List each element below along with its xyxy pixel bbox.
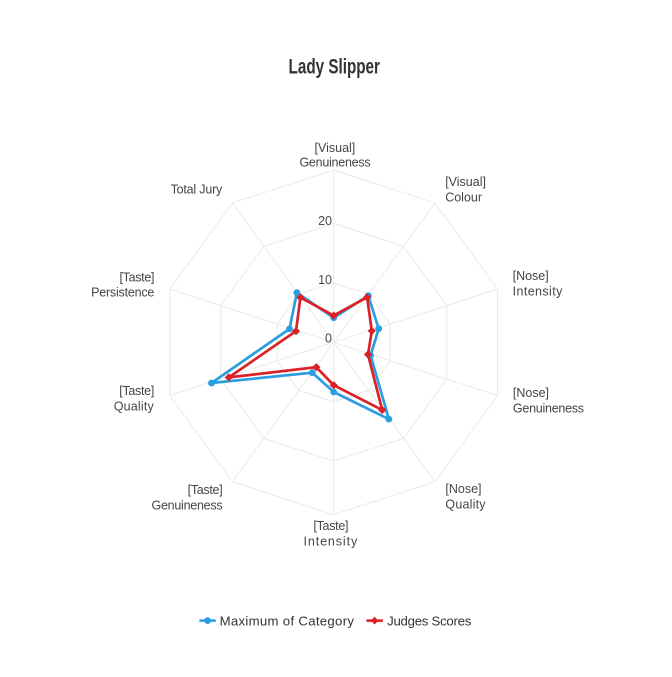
svg-text:20: 20 (318, 214, 332, 228)
svg-text:Genuineness: Genuineness (299, 156, 370, 170)
svg-text:[Taste]: [Taste] (313, 519, 348, 533)
svg-text:[Taste]: [Taste] (119, 271, 154, 285)
svg-text:Genuineness: Genuineness (151, 498, 222, 512)
svg-text:Maximum of Category: Maximum of Category (220, 613, 355, 628)
svg-text:[Visual]: [Visual] (315, 141, 356, 155)
svg-text:0: 0 (325, 332, 332, 346)
svg-text:Total Jury: Total Jury (171, 183, 223, 197)
svg-text:Quality: Quality (114, 400, 155, 414)
svg-text:10: 10 (318, 273, 332, 287)
svg-text:Intensity: Intensity (513, 284, 564, 298)
svg-text:[Taste]: [Taste] (188, 483, 223, 497)
svg-text:Lady Slipper: Lady Slipper (289, 54, 380, 78)
svg-text:[Visual]: [Visual] (445, 175, 486, 189)
svg-text:[Nose]: [Nose] (513, 386, 549, 400)
svg-text:Colour: Colour (445, 191, 482, 205)
svg-text:[Nose]: [Nose] (445, 482, 481, 496)
svg-text:[Taste]: [Taste] (119, 384, 154, 398)
svg-text:Persistence: Persistence (91, 286, 154, 300)
svg-text:Judges Scores: Judges Scores (387, 613, 472, 628)
svg-text:Quality: Quality (445, 498, 486, 512)
svg-text:Intensity: Intensity (303, 535, 358, 549)
svg-text:Genuineness: Genuineness (513, 401, 584, 415)
svg-text:[Nose]: [Nose] (513, 269, 549, 283)
